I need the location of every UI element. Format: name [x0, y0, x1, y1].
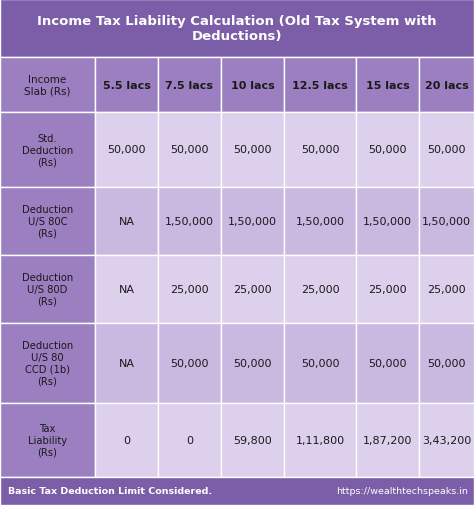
Bar — [356, 403, 419, 477]
Bar — [356, 58, 419, 113]
Bar — [158, 188, 221, 256]
Text: 25,000: 25,000 — [301, 284, 339, 294]
Text: Deduction
U/S 80D
(Rs): Deduction U/S 80D (Rs) — [22, 273, 73, 307]
Bar — [0, 0, 474, 58]
Text: 59,800: 59,800 — [233, 435, 272, 445]
Bar — [221, 58, 284, 113]
Text: NA: NA — [118, 358, 135, 368]
Bar — [0, 188, 95, 256]
Text: Income
Slab (Rs): Income Slab (Rs) — [24, 74, 71, 96]
Text: 50,000: 50,000 — [301, 358, 339, 368]
Text: 1,50,000: 1,50,000 — [363, 217, 412, 227]
Bar — [356, 256, 419, 323]
Bar — [419, 113, 474, 188]
Bar — [158, 323, 221, 403]
Bar — [95, 403, 158, 477]
Bar — [419, 256, 474, 323]
Bar — [419, 403, 474, 477]
Text: NA: NA — [118, 284, 135, 294]
Bar — [95, 113, 158, 188]
Bar — [95, 188, 158, 256]
Bar — [221, 188, 284, 256]
Text: NA: NA — [118, 217, 135, 227]
Bar — [95, 58, 158, 113]
Text: 50,000: 50,000 — [368, 358, 407, 368]
Text: Deduction
U/S 80
CCD (1b)
(Rs): Deduction U/S 80 CCD (1b) (Rs) — [22, 340, 73, 386]
Bar — [284, 58, 356, 113]
Bar — [158, 403, 221, 477]
Bar — [0, 58, 95, 113]
Bar — [221, 113, 284, 188]
Text: 20 lacs: 20 lacs — [425, 80, 468, 90]
Text: 50,000: 50,000 — [427, 358, 466, 368]
Text: 15 lacs: 15 lacs — [365, 80, 410, 90]
Bar — [419, 58, 474, 113]
Text: 1,50,000: 1,50,000 — [228, 217, 277, 227]
Bar — [0, 323, 95, 403]
Bar — [158, 256, 221, 323]
Text: 1,87,200: 1,87,200 — [363, 435, 412, 445]
Bar — [284, 403, 356, 477]
Bar — [419, 323, 474, 403]
Text: Tax
Liability
(Rs): Tax Liability (Rs) — [28, 423, 67, 457]
Text: 50,000: 50,000 — [107, 145, 146, 155]
Text: 1,50,000: 1,50,000 — [422, 217, 471, 227]
Bar — [356, 113, 419, 188]
Bar — [0, 403, 95, 477]
Text: 25,000: 25,000 — [170, 284, 209, 294]
Text: 50,000: 50,000 — [170, 358, 209, 368]
Text: 7.5 lacs: 7.5 lacs — [165, 80, 213, 90]
Bar — [0, 113, 95, 188]
Text: 25,000: 25,000 — [233, 284, 272, 294]
Text: 50,000: 50,000 — [170, 145, 209, 155]
Text: 0: 0 — [186, 435, 193, 445]
Text: 50,000: 50,000 — [233, 358, 272, 368]
Text: 50,000: 50,000 — [301, 145, 339, 155]
Bar — [284, 323, 356, 403]
Text: 5.5 lacs: 5.5 lacs — [102, 80, 150, 90]
Bar — [284, 113, 356, 188]
Text: 25,000: 25,000 — [368, 284, 407, 294]
Text: 50,000: 50,000 — [427, 145, 466, 155]
Text: 12.5 lacs: 12.5 lacs — [292, 80, 348, 90]
Text: Std.
Deduction
(Rs): Std. Deduction (Rs) — [22, 133, 73, 167]
Text: 1,11,800: 1,11,800 — [295, 435, 345, 445]
Text: 1,50,000: 1,50,000 — [295, 217, 345, 227]
Text: 0: 0 — [123, 435, 130, 445]
Bar — [284, 188, 356, 256]
Bar — [0, 477, 474, 505]
Bar — [356, 323, 419, 403]
Bar — [284, 256, 356, 323]
Bar — [221, 256, 284, 323]
Text: 50,000: 50,000 — [368, 145, 407, 155]
Bar — [221, 323, 284, 403]
Bar — [158, 113, 221, 188]
Text: 3,43,200: 3,43,200 — [422, 435, 471, 445]
Bar — [221, 403, 284, 477]
Text: 25,000: 25,000 — [427, 284, 466, 294]
Bar — [356, 188, 419, 256]
Bar — [95, 256, 158, 323]
Text: 1,50,000: 1,50,000 — [165, 217, 214, 227]
Text: Deduction
U/S 80C
(Rs): Deduction U/S 80C (Rs) — [22, 205, 73, 238]
Text: Basic Tax Deduction Limit Considered.: Basic Tax Deduction Limit Considered. — [8, 486, 212, 495]
Text: https://wealthtechspeaks.in: https://wealthtechspeaks.in — [336, 486, 468, 495]
Text: 10 lacs: 10 lacs — [231, 80, 274, 90]
Text: 50,000: 50,000 — [233, 145, 272, 155]
Bar — [158, 58, 221, 113]
Bar — [0, 256, 95, 323]
Bar — [95, 323, 158, 403]
Bar — [419, 188, 474, 256]
Text: Income Tax Liability Calculation (Old Tax System with
Deductions): Income Tax Liability Calculation (Old Ta… — [37, 15, 437, 43]
